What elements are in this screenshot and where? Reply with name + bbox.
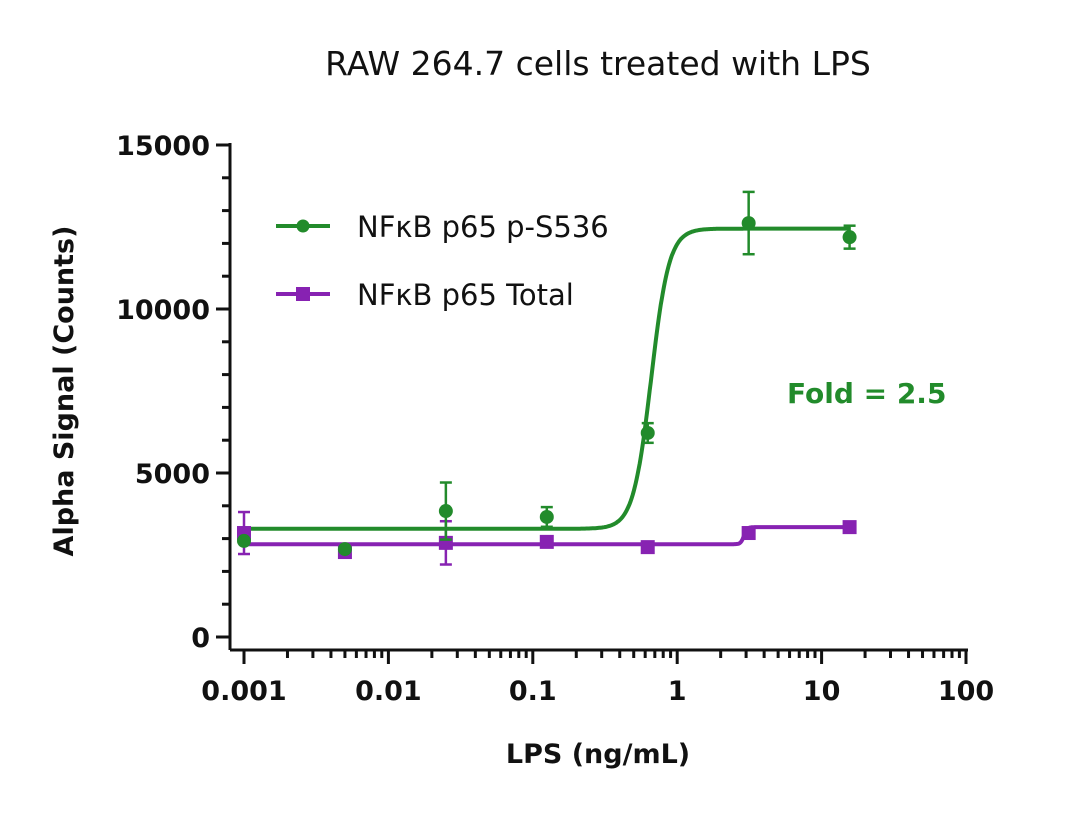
x-tick-label: 0.01 [355,676,422,707]
legend-marker-total [296,287,310,301]
x-tick-label: 10 [803,676,841,707]
x-tick-label: 100 [938,676,994,707]
y-tick-label: 10000 [116,295,210,326]
fit-curves [244,226,850,547]
data-point-pS536 [237,533,251,548]
y-tick-label: 0 [191,623,210,654]
data-point-total [640,540,655,555]
data-point-total [539,534,554,549]
data-point-total [842,520,857,535]
data-points [237,190,857,566]
legend-label-pS536: NFκB p65 p-S536 [357,210,609,244]
y-axis-label: Alpha Signal (Counts) [49,226,80,557]
chart-title: RAW 264.7 cells treated with LPS [325,44,871,83]
data-point-pS536 [842,230,857,245]
data-point-pS536 [741,216,756,231]
legend-marker-pS536 [296,219,310,233]
data-point-pS536 [438,504,453,519]
data-point-pS536 [337,542,352,557]
y-tick-label: 15000 [116,131,210,162]
axes: 0 5000 10000 15000 0.001 0.01 0.1 1 10 100 [116,131,994,707]
data-point-total [741,526,756,541]
x-axis-label: LPS (ng/mL) [506,739,690,770]
fit-curve-pS536 [244,226,850,531]
x-tick-label: 1 [668,676,687,707]
x-tick-label: 0.1 [509,676,557,707]
data-point-pS536 [539,509,554,524]
legend: NFκB p65 p-S536 NFκB p65 Total [276,210,609,312]
fold-annotation: Fold = 2.5 [787,377,946,410]
legend-label-total: NFκB p65 Total [357,278,574,312]
y-tick-label: 5000 [135,459,210,490]
data-point-pS536 [640,425,655,440]
x-tick-label: 0.001 [201,676,286,707]
